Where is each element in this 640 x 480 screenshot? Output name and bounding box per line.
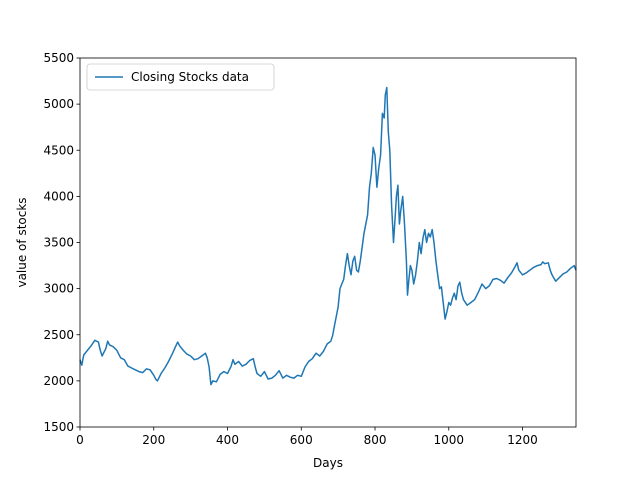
x-tick-label: 400 — [216, 433, 239, 447]
legend-box — [86, 63, 275, 91]
x-axis: 0 200 400 600 800 1000 1200 — [76, 427, 538, 447]
y-tick-label: 3000 — [43, 282, 74, 296]
series-line-0 — [79, 86, 577, 386]
x-tick-label: 600 — [290, 433, 313, 447]
y-tick-label: 2000 — [43, 374, 74, 388]
x-tick-label: 800 — [364, 433, 387, 447]
x-tick-label: 1000 — [433, 433, 464, 447]
y-tick-label: 2500 — [43, 328, 74, 342]
y-axis-label: value of stocks — [15, 197, 29, 287]
y-tick-label: 4500 — [43, 143, 74, 157]
x-tick-label: 0 — [76, 433, 84, 447]
x-axis-label: Days — [313, 456, 343, 470]
x-tick-label: 1200 — [507, 433, 538, 447]
y-axis: 1500 2000 2500 3000 3500 4000 4500 5000 5500 — [43, 51, 80, 434]
y-tick-label: 3500 — [43, 236, 74, 250]
legend: Closing Stocks data — [86, 63, 275, 91]
y-tick-label: 5500 — [43, 51, 74, 65]
y-tick-label: 4000 — [43, 189, 74, 203]
x-tick-label: 200 — [142, 433, 165, 447]
y-tick-label: 5000 — [43, 97, 74, 111]
legend-entry-label: Closing Stocks data — [131, 70, 249, 84]
y-tick-label: 1500 — [43, 420, 74, 434]
